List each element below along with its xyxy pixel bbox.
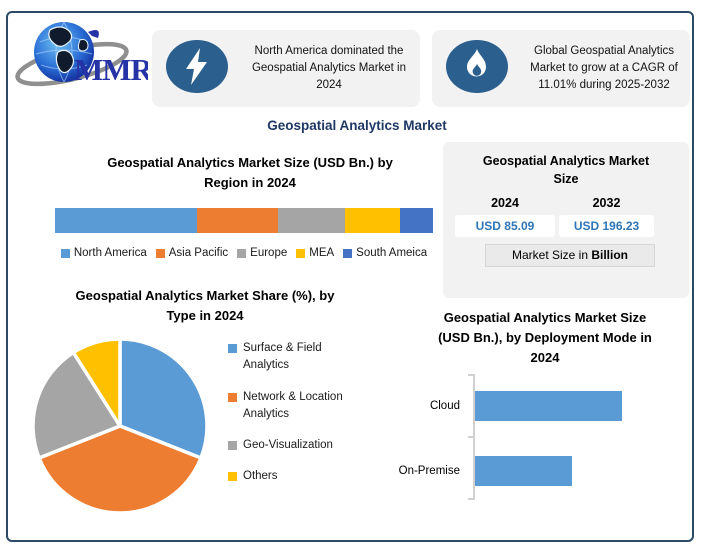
card-values-row: USD 85.09 USD 196.23: [455, 215, 689, 238]
legend-swatch: [296, 248, 306, 258]
legend-label: Network & Location Analytics: [243, 390, 343, 420]
legend-label: South Ameica: [356, 247, 428, 259]
pie-slice: [118, 337, 209, 460]
legend-swatch: [228, 344, 237, 353]
y-axis-line: [473, 374, 475, 500]
year-2032-label: 2032: [592, 196, 621, 211]
lightning-icon: [166, 39, 228, 98]
flame-icon: [446, 39, 508, 98]
year-2024-label: 2024: [491, 196, 519, 211]
bar-category-label: Cloud: [429, 400, 460, 412]
callout-text: North America dominated the Geospatial A…: [251, 44, 407, 92]
pie-slice: [31, 350, 122, 460]
page-border: [6, 11, 694, 542]
legend-item: South Ameica: [343, 247, 427, 259]
region-stacked-bar: [55, 208, 433, 233]
card-years-row: 2024 2032: [455, 196, 689, 210]
pie-slice: [37, 424, 203, 515]
legend-label: MEA: [309, 247, 335, 259]
value-2032-pill: USD 196.23: [559, 215, 654, 238]
legend-label: Europe: [250, 247, 288, 259]
legend-swatch: [228, 441, 237, 450]
logo-text: MMR: [74, 52, 148, 87]
axis-tick: [468, 374, 473, 376]
market-size-card: Geospatial Analytics Market Size 2024 20…: [443, 142, 689, 298]
legend-swatch: [228, 472, 237, 482]
pie-legend: Surface & Field Analytics Network & Locat…: [228, 340, 396, 500]
bar-segment: [277, 208, 345, 233]
legend-item: Europe: [237, 247, 287, 259]
deployment-chart: Cloud On-Premise: [399, 374, 690, 502]
legend-label: North America: [73, 247, 147, 259]
card-title: Geospatial Analytics Market Size: [482, 154, 650, 187]
legend-swatch: [237, 248, 247, 258]
globe-icon: MMR: [15, 21, 155, 87]
page-title: Geospatial Analytics Market: [267, 118, 447, 133]
bar-segment: [400, 208, 433, 233]
callout-cagr: Global Geospatial Analytics Market to gr…: [432, 30, 690, 107]
legend-swatch: [60, 248, 70, 258]
pie-chart-title: Geospatial Analytics Market Share (%), b…: [75, 288, 335, 324]
legend-item: Others: [228, 468, 396, 485]
region-legend: North America Asia Pacific Europe MEA South …: [34, 247, 454, 259]
legend-label: Others: [243, 470, 278, 483]
bar-rect: [475, 456, 572, 486]
bar-category-label: On-Premise: [398, 465, 460, 477]
bar-rect: [475, 391, 622, 421]
pie-chart: [31, 337, 209, 515]
legend-item: MEA: [296, 247, 334, 259]
legend-swatch: [155, 248, 165, 258]
mmr-logo: MMR: [14, 12, 155, 100]
value-2024-pill: USD 85.09: [455, 215, 555, 238]
axis-tick: [468, 498, 473, 500]
bar-segment: [55, 208, 197, 233]
legend-item: North America: [60, 247, 147, 259]
bar-segment: [344, 208, 401, 233]
legend-label: Geo-Visualization: [243, 439, 333, 451]
bar-segment: [196, 208, 278, 233]
pie-slice: [71, 337, 122, 428]
legend-item: Network & Location Analytics: [228, 389, 396, 424]
legend-item: Asia Pacific: [155, 247, 229, 259]
region-chart-title: Geospatial Analytics Market Size (USD Bn…: [107, 155, 393, 191]
deployment-chart-title: Geospatial Analytics Market Size (USD Bn…: [438, 310, 652, 366]
legend-item: Surface & Field Analytics: [228, 340, 396, 375]
callout-north-america: North America dominated the Geospatial A…: [152, 30, 420, 107]
callout-text: Global Geospatial Analytics Market to gr…: [530, 44, 678, 92]
legend-swatch: [228, 392, 237, 402]
legend-item: Geo-Visualization: [228, 437, 396, 454]
legend-label: Surface & Field Analytics: [243, 342, 322, 372]
axis-tick: [468, 436, 473, 438]
card-footer: Market Size in Billion: [485, 244, 655, 268]
legend-label: Asia Pacific: [168, 247, 229, 259]
legend-swatch: [343, 248, 353, 258]
